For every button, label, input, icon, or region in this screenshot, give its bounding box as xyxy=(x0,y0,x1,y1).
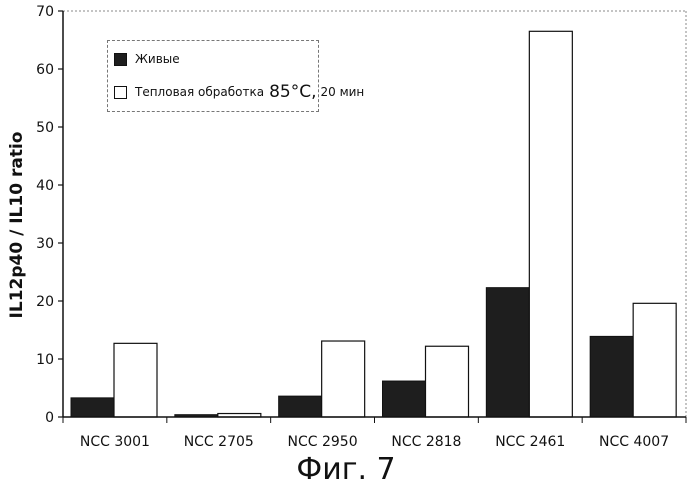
y-tick-label: 0 xyxy=(45,410,54,426)
y-tick-label: 30 xyxy=(36,236,54,252)
bar-live-4 xyxy=(486,288,529,417)
y-axis-label-container: IL12p40 / IL10 ratio xyxy=(2,40,32,410)
chart-legend: Живые Тепловая обработка 85°C, 20 мин xyxy=(107,40,319,112)
y-tick-label: 40 xyxy=(36,178,54,194)
bar-heat-treated-4 xyxy=(529,31,572,417)
bar-heat-treated-3 xyxy=(426,346,469,417)
x-tick-label: NCC 2705 xyxy=(184,434,254,450)
figure-caption: Фиг. 7 xyxy=(0,452,692,487)
legend-item-heat-treated: Тепловая обработка 85°C, 20 мин xyxy=(114,82,364,102)
bar-live-2 xyxy=(279,396,322,417)
y-tick-label: 60 xyxy=(36,62,54,78)
legend-swatch-live xyxy=(114,53,127,66)
bar-live-0 xyxy=(71,398,114,417)
legend-item-live: Живые xyxy=(114,52,180,66)
y-tick-label: 10 xyxy=(36,352,54,368)
y-tick-label: 20 xyxy=(36,294,54,310)
y-axis-label: IL12p40 / IL10 ratio xyxy=(7,132,27,319)
bar-heat-treated-0 xyxy=(114,343,157,417)
y-tick-label: 70 xyxy=(36,4,54,20)
legend-label-duration: 20 мин xyxy=(320,85,364,99)
x-tick-label: NCC 3001 xyxy=(80,434,150,450)
bar-live-5 xyxy=(590,336,633,417)
x-tick-label: NCC 4007 xyxy=(599,434,669,450)
bar-heat-treated-2 xyxy=(322,341,365,417)
x-tick-label: NCC 2461 xyxy=(495,434,565,450)
bar-heat-treated-5 xyxy=(633,303,676,417)
y-tick-label: 50 xyxy=(36,120,54,136)
legend-label-heat-treated: Тепловая обработка xyxy=(135,85,264,99)
x-tick-label: NCC 2950 xyxy=(288,434,358,450)
legend-label-temperature: 85°C, xyxy=(269,82,316,102)
legend-label-live: Живые xyxy=(135,52,180,66)
x-tick-label: NCC 2818 xyxy=(391,434,461,450)
legend-swatch-heat-treated xyxy=(114,86,127,99)
bar-live-3 xyxy=(383,381,426,417)
